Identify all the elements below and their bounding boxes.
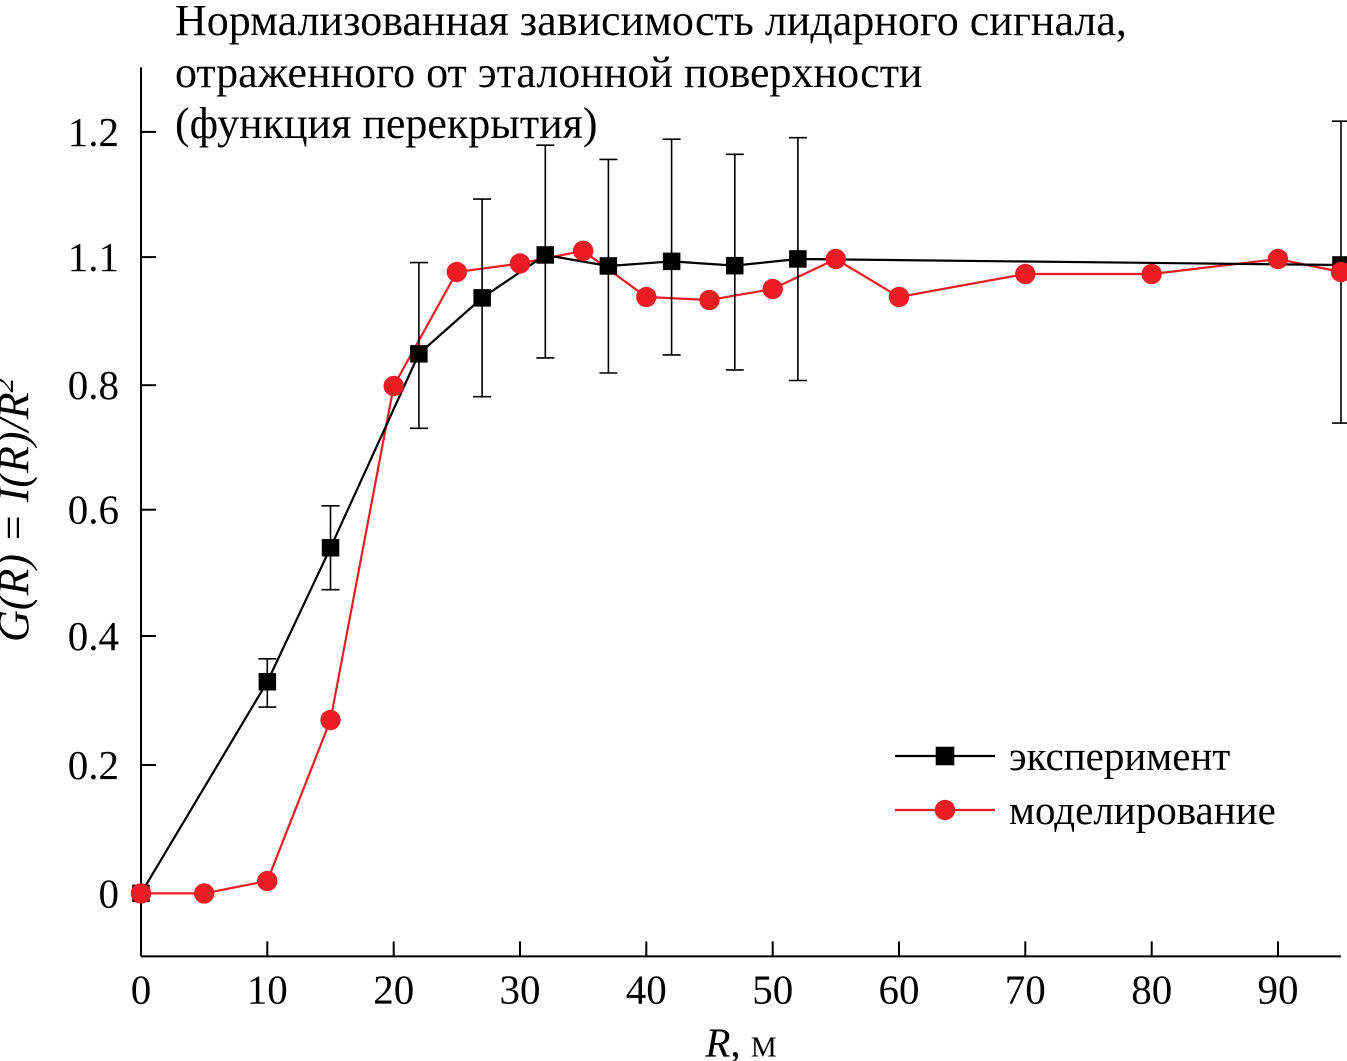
svg-text:1.1: 1.1 [68, 234, 119, 280]
svg-text:0: 0 [99, 870, 120, 916]
svg-text:70: 70 [1005, 966, 1046, 1012]
svg-text:40: 40 [626, 966, 667, 1012]
svg-text:60: 60 [879, 966, 920, 1012]
svg-text:R, М: R, М [704, 1019, 776, 1061]
svg-text:эксперимент: эксперимент [1009, 733, 1230, 779]
svg-text:90: 90 [1258, 966, 1299, 1012]
svg-text:0.6: 0.6 [68, 487, 119, 533]
svg-text:0.4: 0.4 [68, 613, 119, 659]
svg-text:0.2: 0.2 [68, 742, 119, 788]
svg-text:G(R) = I(R)/R2: G(R) = I(R)/R2 [0, 378, 38, 642]
svg-text:20: 20 [373, 966, 414, 1012]
svg-text:моделирование: моделирование [1009, 787, 1276, 833]
svg-text:30: 30 [500, 966, 541, 1012]
svg-text:1.2: 1.2 [68, 109, 119, 155]
svg-text:80: 80 [1131, 966, 1172, 1012]
svg-text:10: 10 [247, 966, 288, 1012]
svg-text:0: 0 [131, 966, 152, 1012]
svg-text:50: 50 [752, 966, 793, 1012]
svg-text:0.8: 0.8 [68, 362, 119, 408]
